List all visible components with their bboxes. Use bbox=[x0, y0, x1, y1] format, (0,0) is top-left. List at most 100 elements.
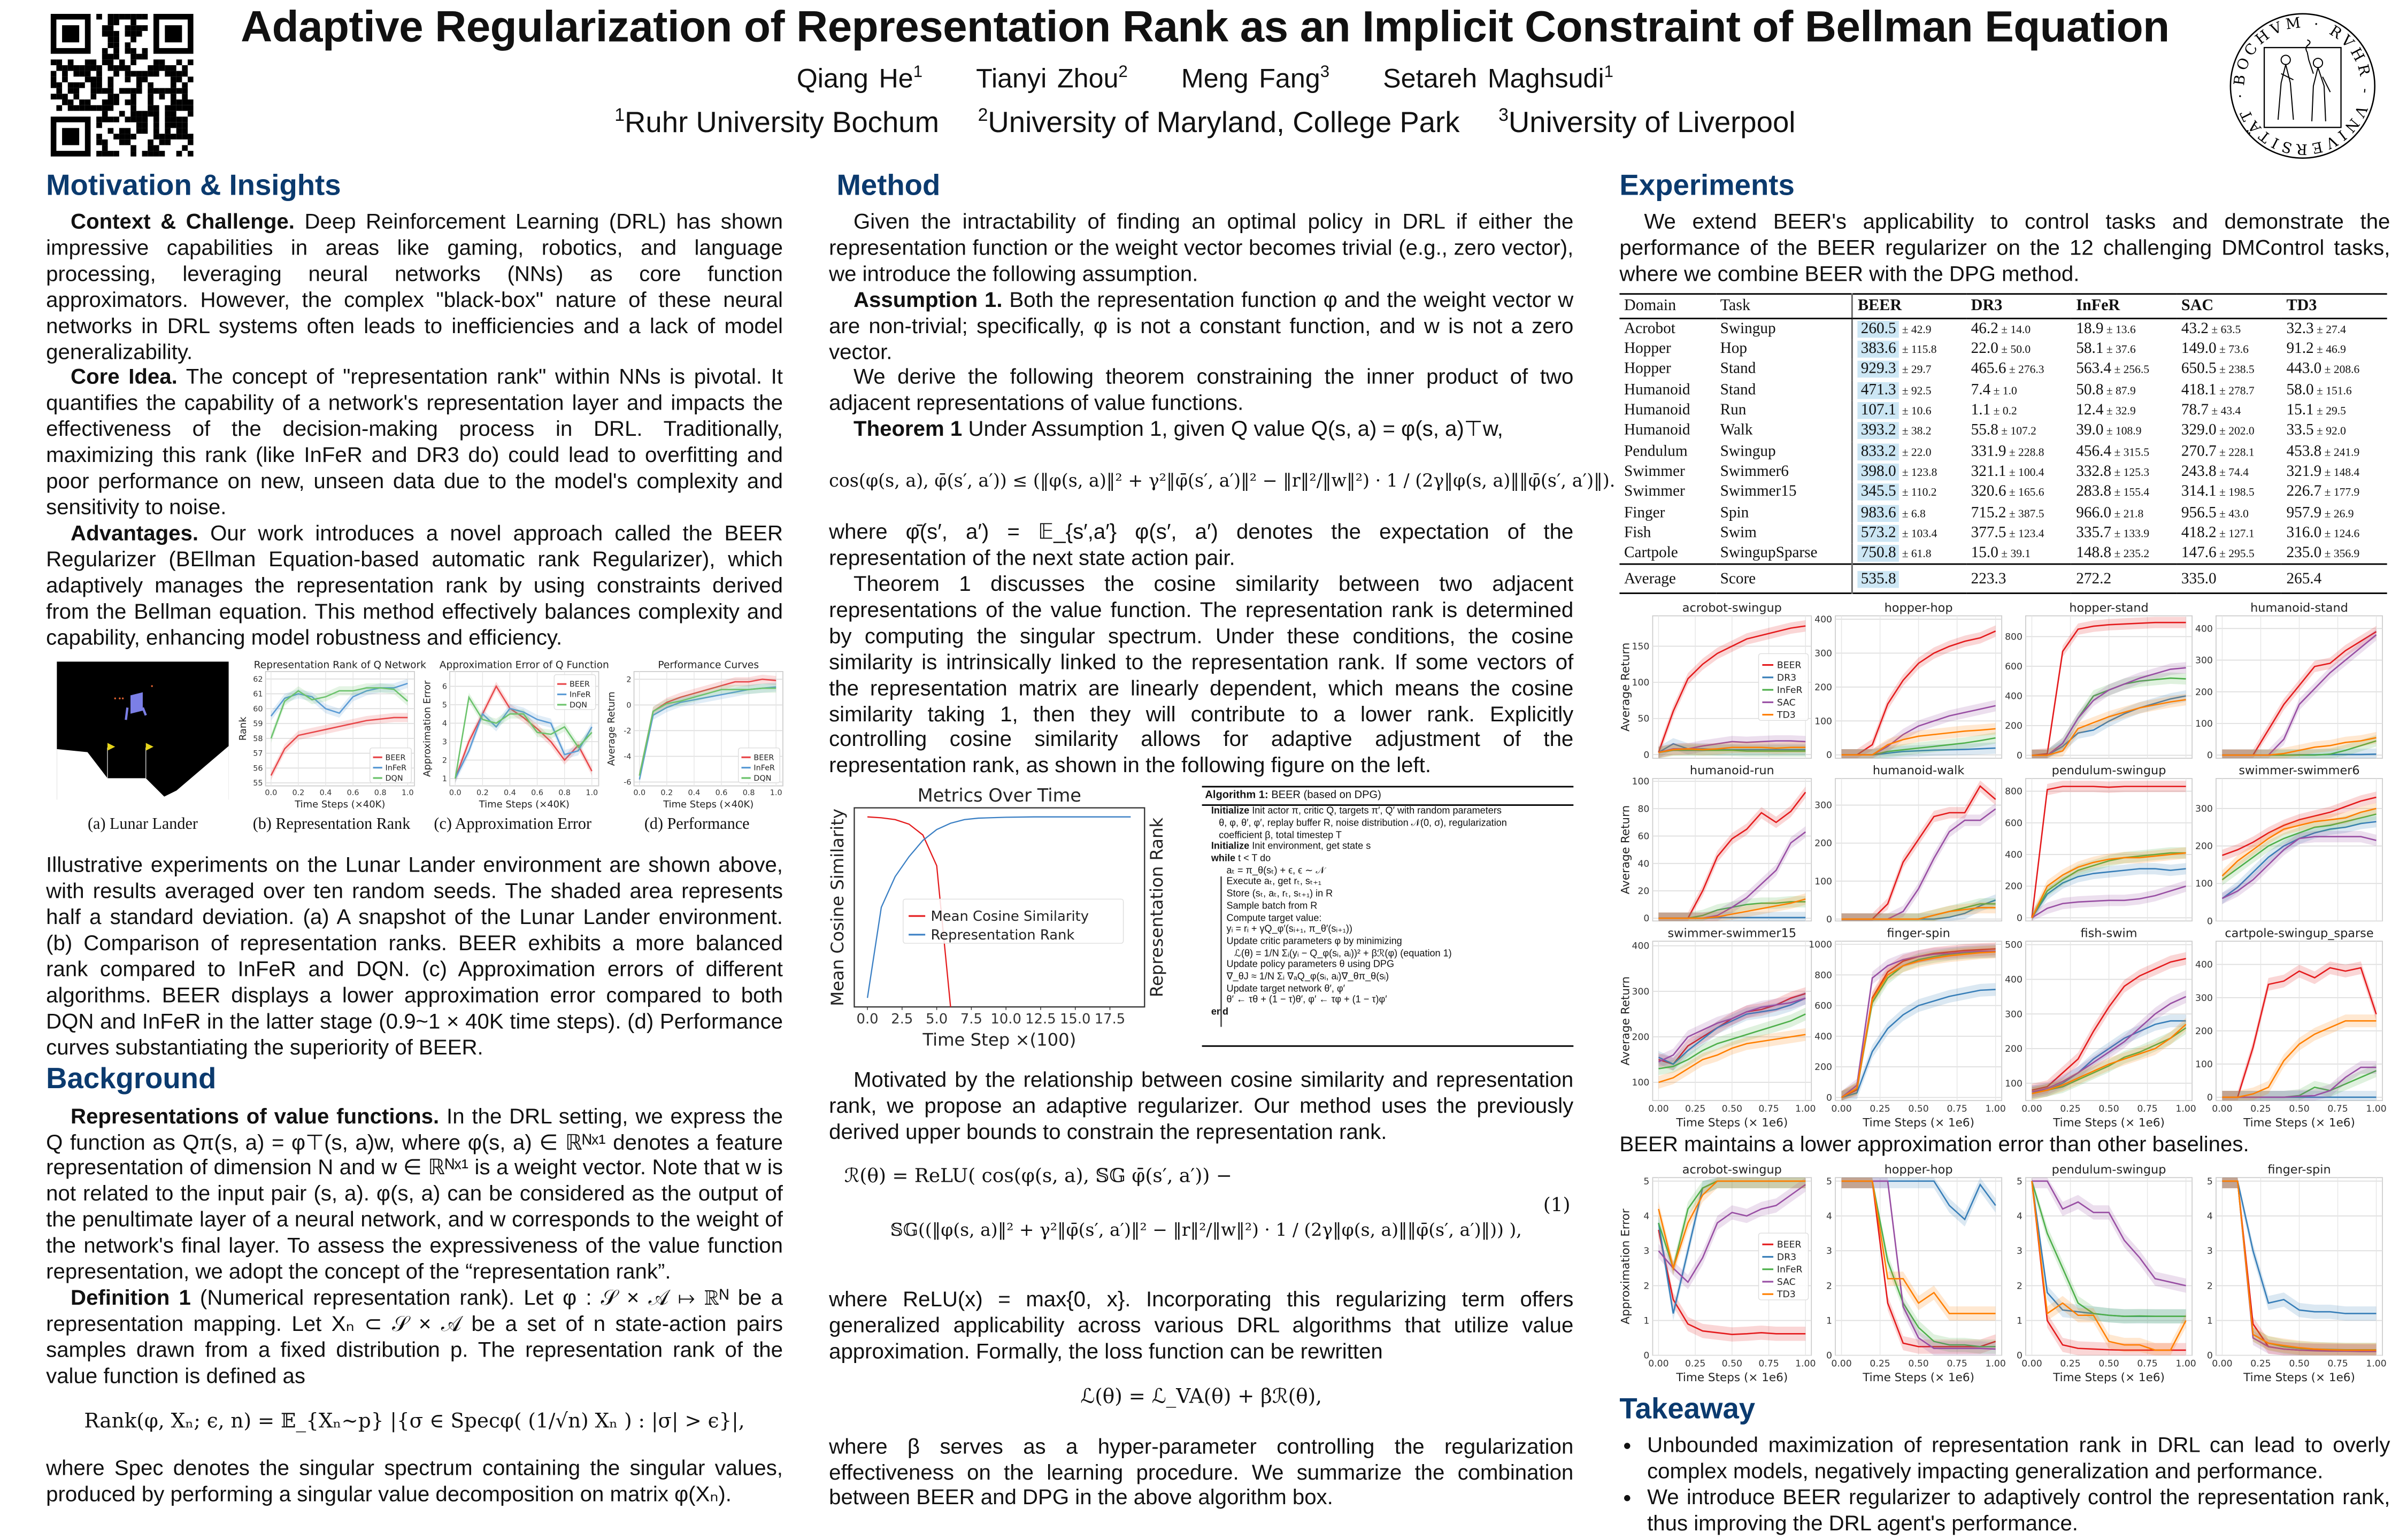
series-line-sac bbox=[2032, 1181, 2186, 1287]
legend-label: DQN bbox=[386, 775, 403, 783]
x-tick-label: 0.6 bbox=[531, 789, 543, 798]
section-heading-background: Background bbox=[46, 1063, 217, 1096]
series-line-td3 bbox=[1841, 1181, 1996, 1315]
score-cell: 1.1 ± 0.2 bbox=[1971, 402, 2017, 419]
y-tick-label: 100 bbox=[2195, 719, 2213, 730]
x-tick-label: 15.0 bbox=[1060, 1012, 1091, 1028]
table-header-row: Domain Task BEER DR3 InFeR SAC TD3 bbox=[1619, 293, 2387, 319]
y-tick-label: 62 bbox=[253, 676, 263, 684]
task-cell: Stand bbox=[1720, 361, 1756, 379]
score-cell: 18.9 ± 13.6 bbox=[2076, 320, 2136, 338]
paragraph-theorem: Theorem 1 Under Assumption 1, given Q va… bbox=[853, 416, 1503, 441]
series-band-dr3 bbox=[1658, 992, 1806, 1071]
series-line-infer bbox=[2221, 814, 2377, 881]
x-tick-label: 0.4 bbox=[504, 789, 516, 798]
y-tick-label: 60 bbox=[253, 705, 263, 714]
figure-caption: (c) Approximation Error bbox=[434, 817, 592, 834]
plot-hopper-hop: 0 1 2 3 4 5 0.00 0.25 0.50 0.75 1.00 hopper-hop Time… bbox=[1816, 1162, 2006, 1384]
x-tick-label: 0.00 bbox=[2021, 1104, 2042, 1115]
x-tick-label: 17.5 bbox=[1095, 1012, 1126, 1028]
algorithm-line: Compute target value: bbox=[1226, 912, 1322, 923]
legend-box bbox=[1758, 653, 1809, 721]
y-tick-label: 200 bbox=[1814, 839, 1832, 850]
score-cell: 265.4 bbox=[2281, 564, 2387, 594]
series-band-dr3 bbox=[1841, 895, 1996, 922]
y-tick-label: 0 bbox=[1643, 914, 1649, 925]
task-cell: Stand bbox=[1720, 382, 1756, 399]
algorithm-line: Update target network θ′, φ′ bbox=[1226, 983, 1345, 995]
score-cell: 15.0 ± 39.1 bbox=[1971, 545, 2031, 562]
y-tick-label: 0 bbox=[2017, 751, 2023, 761]
y-tick-label: 300 bbox=[2195, 804, 2213, 815]
chart-title: swimmer-swimmer6 bbox=[2239, 764, 2359, 778]
y-tick-label: 80 bbox=[1637, 804, 1649, 815]
paragraph-theorem-discussion: Theorem 1 discusses the cosine similarit… bbox=[829, 571, 1574, 777]
legend-label: DQN bbox=[753, 775, 771, 783]
y-tick-label: 5 bbox=[1826, 1176, 1832, 1187]
chart-svg: -6 -4 -2 0 2 0.0 0.2 0.4 0.6 0.8 1.0 Performance Cu… bbox=[606, 660, 783, 811]
series-line-beer bbox=[639, 679, 776, 776]
chart-title: humanoid-run bbox=[1690, 764, 1774, 778]
x-tick-label: 1.00 bbox=[2175, 1104, 2196, 1115]
score-cell: 456.4 ± 315.5 bbox=[2076, 443, 2150, 460]
x-tick-label: 0.50 bbox=[1722, 1104, 1742, 1115]
chart-svg: 0 1 2 3 4 5 0.00 0.25 0.50 0.75 1.00 acrobot-swingu… bbox=[1619, 1163, 1816, 1384]
score-cell: 270.7 ± 228.1 bbox=[2181, 443, 2255, 460]
paragraph-experiments: We extend BEER's applicability to contro… bbox=[1619, 209, 2390, 286]
score-cell: 55.8 ± 107.2 bbox=[1971, 422, 2036, 440]
x-tick-label: 0.50 bbox=[1908, 1359, 1928, 1369]
x-tick-label: 1.00 bbox=[1795, 1359, 1816, 1369]
series-line-representation-rank bbox=[866, 817, 1131, 998]
score-cell: 107.1 ± 10.6 bbox=[1851, 400, 1967, 421]
figure-caption: (b) Representation Rank bbox=[252, 817, 411, 834]
series-line-td3 bbox=[2031, 1181, 2187, 1351]
score-cell: 58.0 ± 151.6 bbox=[2286, 382, 2352, 399]
y-tick-label: 400 bbox=[1814, 615, 1832, 626]
section-heading-method: Method bbox=[836, 170, 941, 203]
series-line-beer bbox=[1841, 630, 1996, 756]
author-list: Qiang He1 Tianyi Zhou2 Meng Fang3 Setare… bbox=[199, 63, 2210, 95]
x-tick-label: 0.25 bbox=[1870, 1104, 1890, 1115]
series-line-sac bbox=[2222, 1067, 2377, 1099]
x-tick-label: 0.0 bbox=[449, 789, 462, 798]
series-line-infer bbox=[1658, 750, 1806, 754]
average-row: Average Score 535.8 223.3 272.2 335.0 265.4 bbox=[1619, 564, 2387, 594]
table-row: Fish Swim 573.2 ± 103.4 377.5 ± 123.4 335.7 … bbox=[1619, 522, 2387, 544]
paragraph-context: Context & Challenge. Deep Reinforcement … bbox=[46, 209, 783, 363]
y-axis-label: Approximation Error bbox=[421, 681, 433, 777]
x-tick-label: 0.6 bbox=[347, 789, 359, 798]
series-line-infer bbox=[2031, 1181, 2186, 1318]
score-cell: 235.0 ± 356.9 bbox=[2286, 545, 2360, 562]
domain-cell: Swimmer bbox=[1624, 463, 1685, 481]
score-cell: 966.0 ± 21.8 bbox=[2076, 504, 2144, 521]
y-tick-label: 3 bbox=[2017, 1246, 2023, 1257]
series-band-td3 bbox=[2032, 848, 2186, 922]
regularizer-equation-line1: ℛ(θ) = ReLU( cos(φ(s, a), 𝕊𝔾 φ̄(s′, a′))… bbox=[844, 1163, 1232, 1187]
score-cell: 15.1 ± 29.5 bbox=[2286, 402, 2346, 419]
loss-equation: ℒ(θ) = ℒ_VA(θ) + βℛ(θ), bbox=[1080, 1385, 1322, 1409]
series-band-sac bbox=[2222, 629, 2377, 759]
y-tick-label: 400 bbox=[1632, 942, 1650, 952]
chart-title: pendulum-swingup bbox=[2052, 764, 2166, 778]
algorithm-line: Initialize Init environment, get state s bbox=[1211, 841, 1371, 853]
score-cell: 147.6 ± 295.5 bbox=[2181, 545, 2255, 562]
series-band-td3 bbox=[2222, 803, 2377, 882]
y-axis-label: Approximation Error bbox=[1619, 1209, 1633, 1325]
series-line-td3 bbox=[2222, 737, 2377, 757]
table-row: Pendulum Swingup 833.2 ± 22.0 331.9 ± 228.8… bbox=[1619, 441, 2387, 462]
qr-code-icon[interactable] bbox=[50, 13, 194, 157]
table-row: Swimmer Swimmer15 345.5 ± 110.2 320.6 ± 165… bbox=[1619, 482, 2387, 503]
y-tick-label: 200 bbox=[2195, 842, 2213, 852]
chart-title: finger-spin bbox=[1887, 927, 1950, 941]
x-tick-label: 0.25 bbox=[1870, 1359, 1890, 1369]
score-cell: 453.8 ± 241.9 bbox=[2286, 443, 2360, 460]
task-cell: SwingupSparse bbox=[1720, 545, 1818, 562]
series-band-sac bbox=[2032, 1177, 2186, 1293]
series-line-beer bbox=[1658, 1230, 1806, 1336]
x-tick-label: 0.00 bbox=[1831, 1359, 1851, 1369]
series-band-sac bbox=[1841, 803, 1996, 922]
score-cell: 78.7 ± 43.4 bbox=[2181, 402, 2241, 419]
author: Tianyi Zhou2 bbox=[976, 63, 1128, 94]
x-axis-label: Time Steps (× 1e6) bbox=[1675, 1371, 1788, 1384]
score-cell: 91.2 ± 46.9 bbox=[2286, 341, 2346, 358]
